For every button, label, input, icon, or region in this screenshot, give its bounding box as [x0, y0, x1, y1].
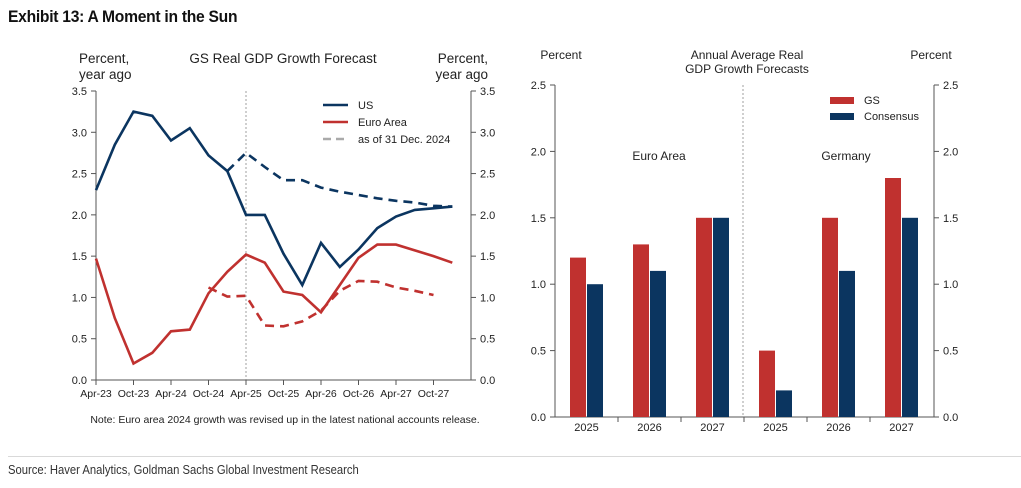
bar-x-tick-label-euro-area-2027: 2027: [700, 422, 724, 434]
bar-left-y-tick-label: 0.5: [531, 346, 546, 358]
x-tick-label-oct-25: Oct-25: [268, 388, 300, 400]
bar-chart-legend: GS Consensus: [830, 95, 920, 123]
bar-euro-area-2025-gs: [570, 257, 586, 417]
left-y-tick-label: 1.5: [72, 251, 87, 263]
bar-x-tick-label-germany-2026: 2026: [826, 422, 850, 434]
bar-germany-2026-gs: [822, 217, 838, 417]
x-tick-label-oct-23: Oct-23: [118, 388, 150, 400]
bar-left-y-tick-label: 1.0: [531, 279, 546, 291]
bar-euro-area-2027-consensus: [713, 217, 729, 417]
legend-swatch-consensus: [830, 113, 854, 120]
bar-x-tick-label-germany-2025: 2025: [763, 422, 787, 434]
legend-label-gs: GS: [864, 95, 880, 107]
bar-x-tick-label-germany-2027: 2027: [889, 422, 913, 434]
legend-label-consensus: Consensus: [864, 111, 920, 123]
right-y-tick-label: 2.5: [480, 169, 495, 181]
right-y-tick-label: 3.5: [480, 86, 495, 98]
left-y-tick-label: 0.0: [72, 375, 87, 387]
bar-germany-2025-consensus: [776, 390, 792, 417]
legend-label-euro: Euro Area: [358, 117, 408, 129]
bar-right-y-tick-label: 2.5: [943, 80, 958, 92]
bar-euro-area-2027-gs: [696, 217, 712, 417]
x-tick-label-apr-23: Apr-23: [80, 388, 112, 400]
exhibit-title: Exhibit 13: A Moment in the Sun: [8, 7, 238, 26]
left-y-tick-label: 2.5: [72, 169, 87, 181]
bar-right-y-tick-label: 1.0: [943, 279, 958, 291]
source-note: Source: Haver Analytics, Goldman Sachs G…: [8, 463, 359, 477]
right-y-tick-label: 0.5: [480, 334, 495, 346]
line-chart-legend: US Euro Area as of 31 Dec. 2024: [323, 100, 450, 146]
bar-x-tick-label-euro-area-2026: 2026: [637, 422, 661, 434]
bar-left-y-tick-label: 1.5: [531, 213, 546, 225]
line-chart-note: Note: Euro area 2024 growth was revised …: [90, 414, 479, 426]
bar-germany-2025-gs: [759, 350, 775, 417]
bar-right-y-tick-label: 0.0: [943, 412, 958, 424]
series-line-us: [94, 110, 453, 288]
left-y-tick-label: 2.0: [72, 210, 87, 222]
bar-euro-area-2025-consensus: [587, 284, 603, 417]
bar-x-tick-label-euro-area-2025: 2025: [574, 422, 598, 434]
x-tick-label-oct-26: Oct-26: [343, 388, 375, 400]
x-tick-label-oct-24: Oct-24: [193, 388, 225, 400]
legend-swatch-gs: [830, 97, 854, 104]
left-y-label-line2: year ago: [79, 67, 132, 82]
bar-euro-area-2026-gs: [633, 244, 649, 417]
bar-right-y-tick-label: 0.5: [943, 346, 958, 358]
bar-germany-2027-gs: [885, 178, 901, 417]
legend-label-dashed: as of 31 Dec. 2024: [358, 134, 450, 146]
left-y-tick-label: 3.0: [72, 127, 87, 139]
series-line-euro-area: [94, 243, 453, 366]
line-chart: GS Real GDP Growth Forecast Percent, yea…: [72, 51, 496, 426]
footer-divider: [8, 456, 1021, 457]
legend-label-us: US: [358, 100, 373, 112]
bar-left-y-tick-label: 2.0: [531, 146, 546, 158]
bar-left-y-label: Percent: [540, 48, 582, 62]
x-tick-label-apr-25: Apr-25: [230, 388, 262, 400]
line-chart-series: [94, 110, 453, 366]
line-chart-axes: 0.0 0.0 0.5 0.5 1.0 1.0 1.5 1.5 2.0 2.0 2.5 2.5 3.0 3…: [72, 86, 496, 400]
line-chart-title: GS Real GDP Growth Forecast: [189, 51, 377, 66]
bar-chart-title-line1: Annual Average Real: [691, 48, 804, 62]
bar-chart-bars: [570, 178, 918, 417]
group-label-germany: Germany: [821, 149, 870, 163]
series-line-us-as-of-31-dec-2024: [226, 151, 453, 208]
bar-chart-title-line2: GDP Growth Forecasts: [685, 62, 809, 76]
right-y-label-line2: year ago: [435, 67, 488, 82]
bar-right-y-label: Percent: [910, 48, 952, 62]
right-y-label-line1: Percent,: [438, 51, 488, 66]
bar-right-y-tick-label: 1.5: [943, 213, 958, 225]
right-y-tick-label: 1.5: [480, 251, 495, 263]
bar-germany-2027-consensus: [902, 217, 918, 417]
left-y-tick-label: 0.5: [72, 334, 87, 346]
bar-chart-axes: 0.0 0.0 0.5 0.5 1.0 1.0 1.5 1.5 2.0 2.0 2.5 2.5 2025…: [531, 80, 959, 434]
right-y-tick-label: 1.0: [480, 292, 495, 304]
right-y-tick-label: 0.0: [480, 375, 495, 387]
x-tick-label-apr-26: Apr-26: [305, 388, 337, 400]
series-line-euro-area-as-of-31-dec-2024: [207, 279, 434, 328]
bar-germany-2026-consensus: [839, 270, 855, 417]
x-tick-label-apr-24: Apr-24: [155, 388, 187, 400]
bar-euro-area-2026-consensus: [650, 270, 666, 417]
left-y-tick-label: 1.0: [72, 292, 87, 304]
bar-right-y-tick-label: 2.0: [943, 146, 958, 158]
right-y-tick-label: 3.0: [480, 127, 495, 139]
bar-chart: Annual Average Real GDP Growth Forecasts…: [531, 48, 959, 434]
x-tick-label-apr-27: Apr-27: [380, 388, 412, 400]
x-tick-label-oct-27: Oct-27: [418, 388, 450, 400]
left-y-tick-label: 3.5: [72, 86, 87, 98]
bar-left-y-tick-label: 0.0: [531, 412, 546, 424]
bar-left-y-tick-label: 2.5: [531, 80, 546, 92]
group-label-euro-area: Euro Area: [632, 149, 686, 163]
right-y-tick-label: 2.0: [480, 210, 495, 222]
left-y-label-line1: Percent,: [79, 51, 129, 66]
